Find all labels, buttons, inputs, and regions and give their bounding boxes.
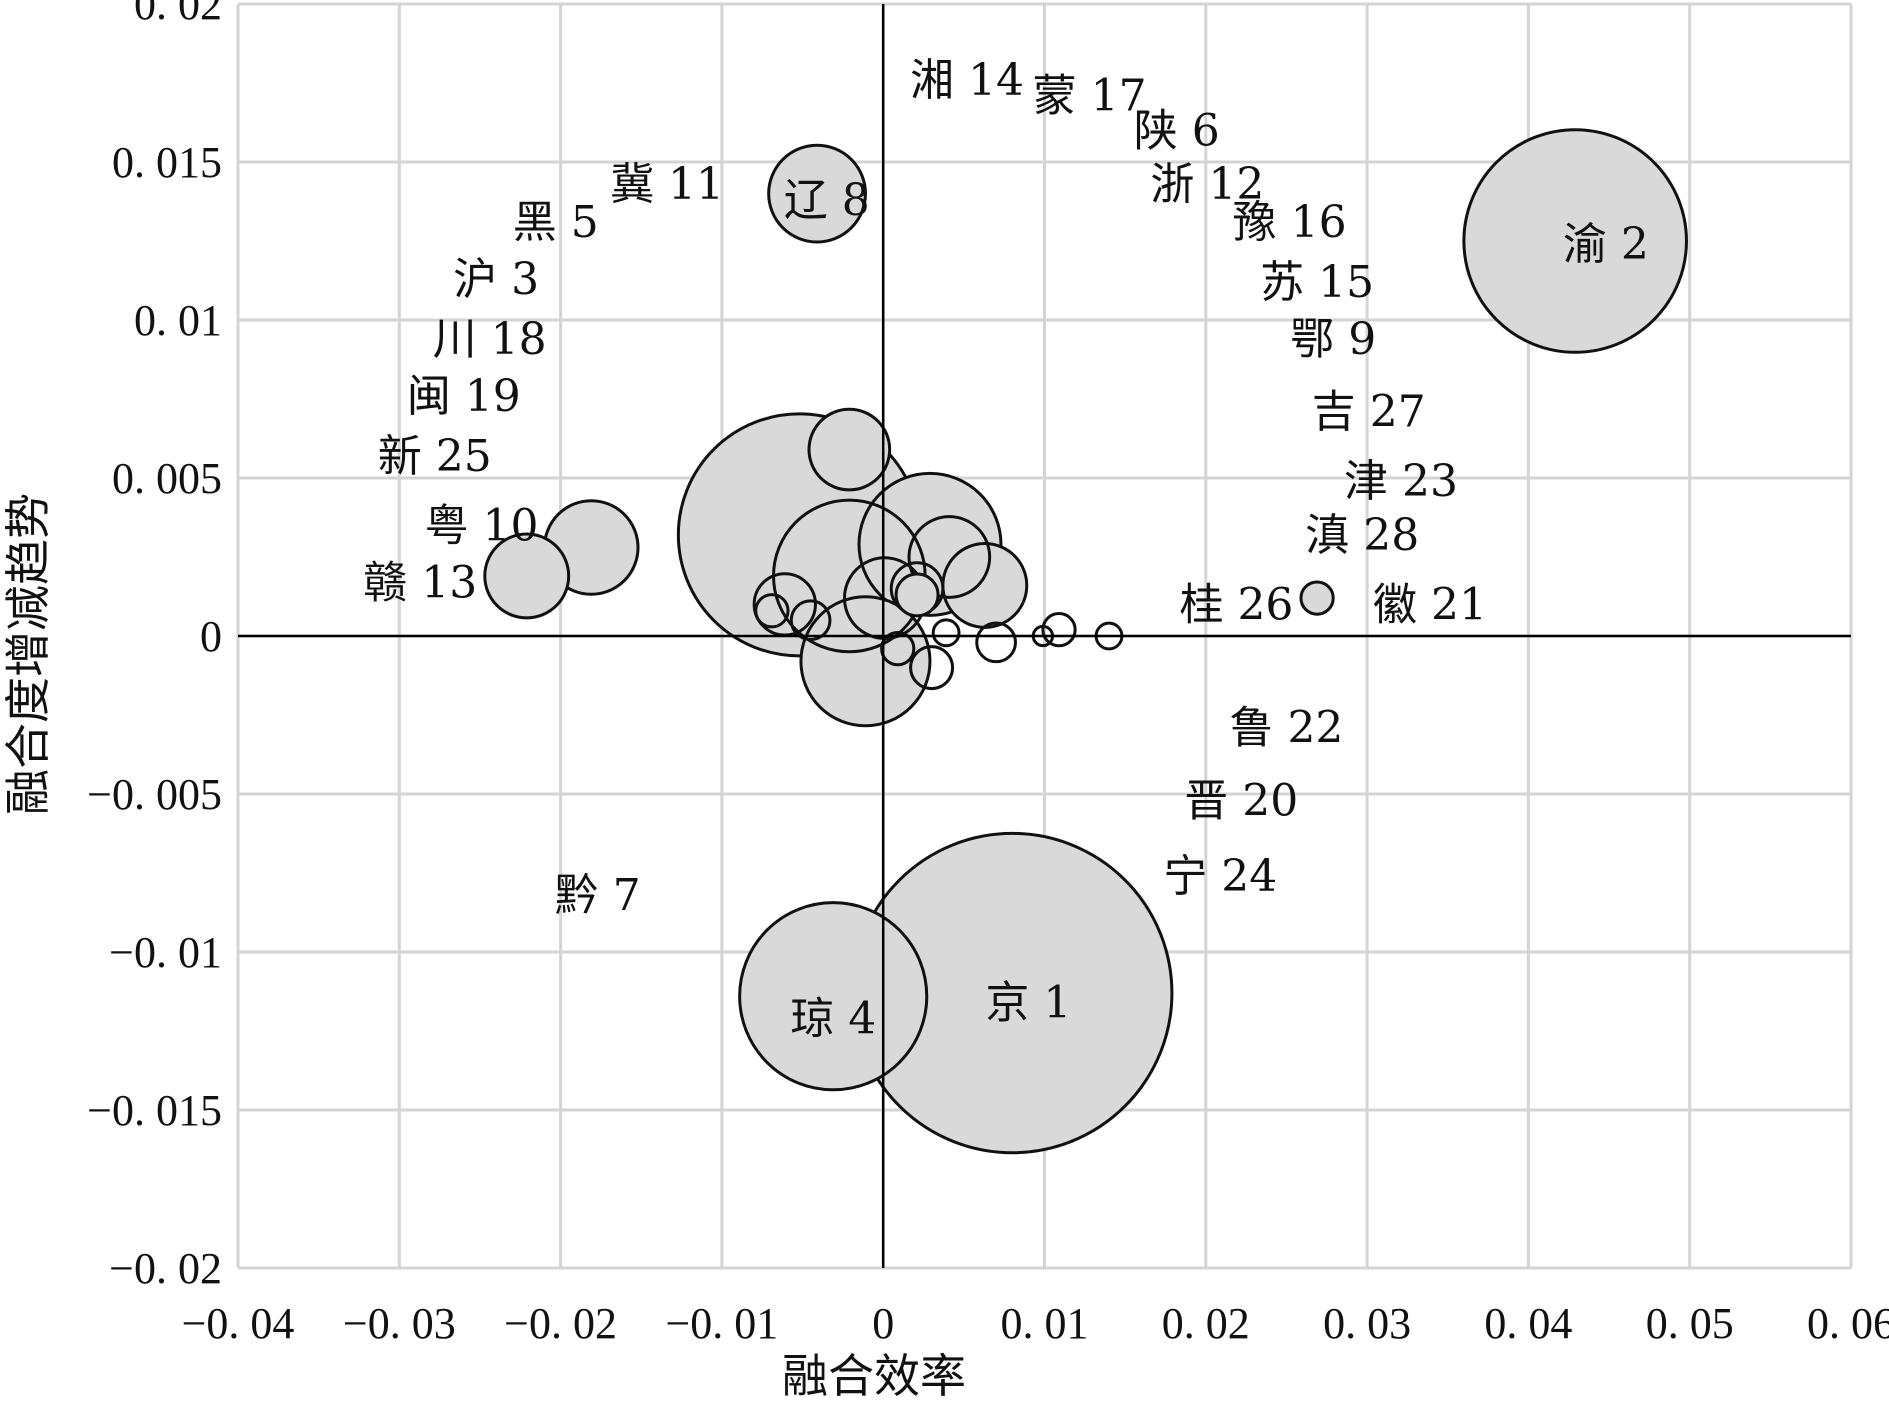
x-tick-label: 0. 04 — [1484, 1299, 1572, 1348]
point-label: 晋 20 — [1184, 775, 1298, 826]
point-labels: 京 1 渝 2 沪 3 琼 4 黑 5 陕 6 黔 7 辽 8 鄂 9 粤 10 冀 11 浙 12 赣… — [363, 55, 1649, 1045]
point-label: 苏 15 — [1260, 257, 1374, 308]
bubble — [1041, 612, 1077, 648]
x-axis-title: 融合效率 — [782, 1349, 966, 1403]
y-tick-label: −0. 005 — [87, 770, 222, 819]
x-tick-label: 0. 03 — [1323, 1299, 1411, 1348]
y-tick-label: 0. 015 — [112, 138, 222, 187]
point-label: 闽 19 — [407, 371, 521, 422]
point-label: 渝 2 — [1563, 219, 1649, 270]
point-label: 陕 6 — [1134, 105, 1220, 156]
x-tick-label: 0. 06 — [1807, 1299, 1889, 1348]
point-label: 辽 8 — [784, 175, 870, 226]
x-tick-label: 0. 01 — [1001, 1299, 1089, 1348]
point-label: 鲁 22 — [1229, 703, 1343, 754]
point-label: 浙 12 — [1150, 159, 1264, 210]
bubble — [767, 143, 867, 244]
bubble — [931, 618, 961, 648]
y-tick-label: −0. 02 — [109, 1244, 222, 1293]
point-label: 吉 27 — [1312, 387, 1426, 438]
y-tick-label: 0. 01 — [134, 296, 222, 345]
x-tick-label: 0. 05 — [1646, 1299, 1734, 1348]
bubble — [1299, 580, 1335, 616]
bubble — [1462, 128, 1688, 354]
point-label: 鄂 9 — [1290, 314, 1376, 365]
y-axis-title: 融合度增减趋势 — [1, 493, 55, 815]
x-tick-label: −0. 04 — [182, 1299, 295, 1348]
y-tick-label: 0 — [200, 612, 222, 661]
y-tick-label: −0. 015 — [87, 1086, 222, 1135]
point-label: 沪 3 — [453, 254, 539, 305]
bubble — [738, 901, 929, 1092]
y-tick-label: 0. 02 — [134, 0, 222, 29]
point-label: 川 18 — [433, 314, 547, 365]
point-label: 赣 13 — [363, 557, 477, 608]
point-label: 琼 4 — [790, 993, 876, 1044]
bubble — [941, 542, 1029, 629]
point-label: 宁 24 — [1163, 851, 1277, 902]
bubble — [907, 515, 992, 599]
point-label: 徽 21 — [1373, 579, 1487, 630]
y-tick-label: −0. 01 — [109, 928, 222, 977]
point-label: 京 1 — [985, 978, 1071, 1029]
bubble — [894, 572, 940, 618]
bubble — [880, 631, 916, 667]
bubble — [807, 407, 892, 492]
bubble — [975, 621, 1017, 664]
point-label: 黑 5 — [513, 197, 599, 248]
bubble — [789, 599, 832, 642]
y-tick-label: 0. 005 — [112, 454, 222, 503]
point-label: 津 23 — [1344, 456, 1458, 507]
point-label: 新 25 — [378, 431, 492, 482]
bubble — [483, 532, 571, 620]
bubble — [754, 593, 790, 629]
bubble — [909, 645, 955, 691]
point-label: 豫 16 — [1233, 197, 1347, 248]
point-label: 粤 10 — [425, 500, 539, 551]
point-label: 湘 14 — [910, 55, 1024, 106]
point-label: 冀 11 — [610, 159, 724, 210]
zero-axes — [238, 4, 1851, 1268]
bubble — [799, 595, 932, 728]
bubbles — [483, 128, 1688, 1155]
x-tick-label: 0. 02 — [1162, 1299, 1250, 1348]
x-tick-label: −0. 02 — [504, 1299, 617, 1348]
x-tick-label: −0. 01 — [665, 1299, 778, 1348]
point-label: 黔 7 — [555, 870, 641, 921]
tick-labels: −0. 04 −0. 03 −0. 02 −0. 01 0 0. 01 0. 02 0. 03… — [87, 0, 1889, 1348]
point-label: 蒙 17 — [1033, 71, 1147, 122]
point-label: 滇 28 — [1305, 510, 1419, 561]
point-label: 桂 26 — [1179, 579, 1293, 630]
x-tick-label: −0. 03 — [343, 1299, 456, 1348]
x-tick-label: 0 — [872, 1299, 894, 1348]
